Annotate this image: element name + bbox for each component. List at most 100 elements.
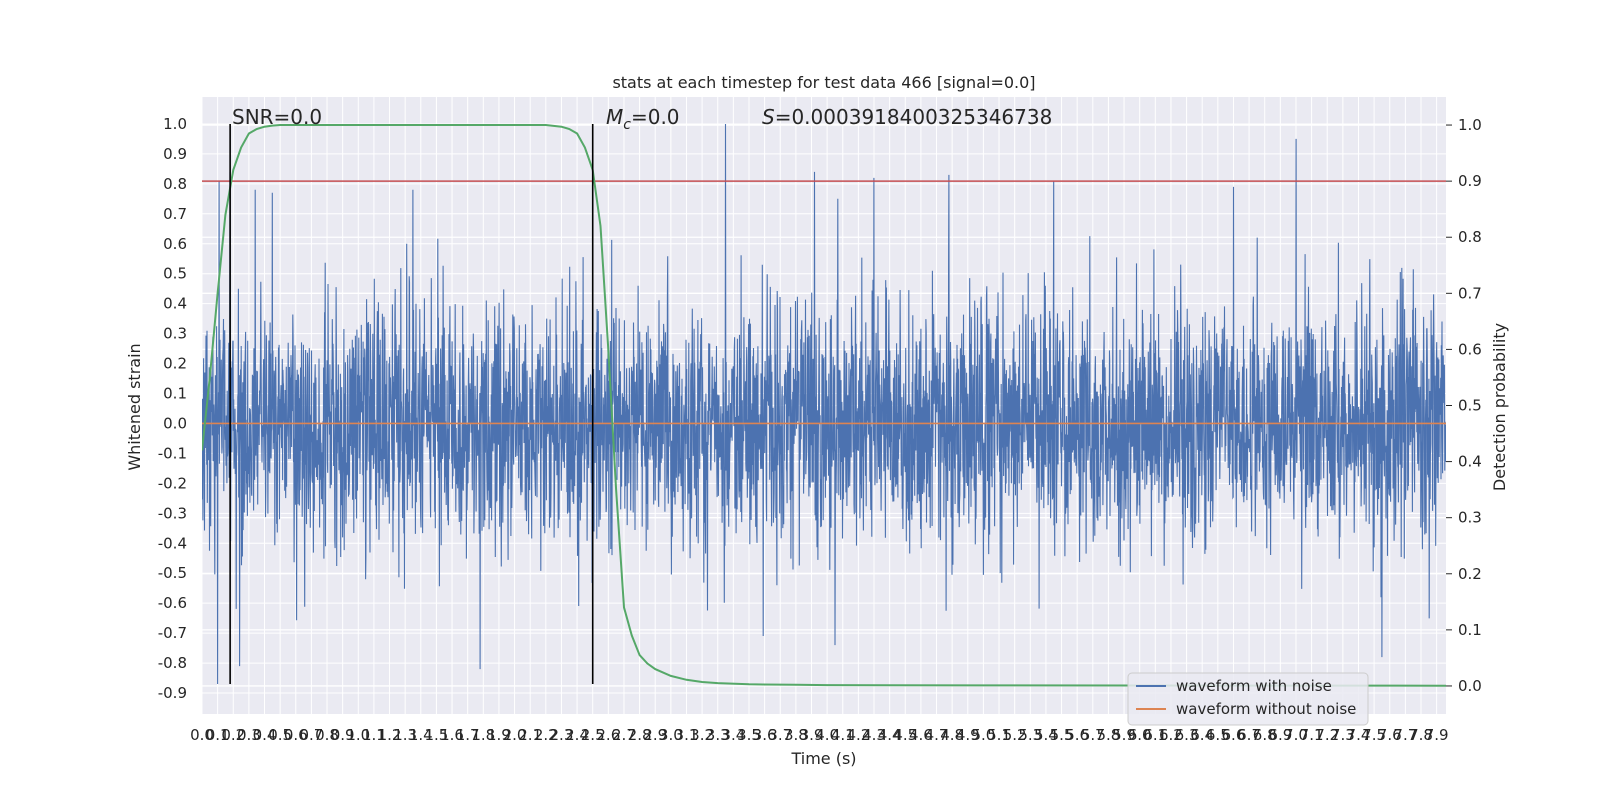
series-detection-probability xyxy=(202,124,1446,687)
series-layer xyxy=(202,123,1446,687)
x-tick-label: 1.7 xyxy=(456,726,480,744)
x-tick-label: 3.3 xyxy=(706,726,730,744)
y2-tick-label: 0.5 xyxy=(1458,397,1482,415)
x-tick-label: 3.6 xyxy=(753,726,777,744)
x-tick-label: 7.0 xyxy=(1284,726,1308,744)
x-tick-label: 3.1 xyxy=(675,726,699,744)
y-tick-label: 0.3 xyxy=(163,325,187,343)
snr-annotation: SNR=0.0 xyxy=(232,105,322,129)
x-tick-label: 4.8 xyxy=(940,726,964,744)
x-tick-label: 5.4 xyxy=(1034,726,1058,744)
x-tick-label: 0.3 xyxy=(237,726,261,744)
x-tick-label: 1.1 xyxy=(362,726,386,744)
x-tick-label: 1.5 xyxy=(424,726,448,744)
s-annotation: S=0.0003918400325346738 xyxy=(762,105,1052,129)
x-tick-label: 5.9 xyxy=(1112,726,1136,744)
legend: waveform with noise waveform without noi… xyxy=(1127,672,1369,726)
legend-box xyxy=(1127,672,1369,726)
y2-tick-label: 0.9 xyxy=(1458,172,1482,190)
legend-label-noise: waveform with noise xyxy=(1176,677,1332,695)
y-axis-label: Whitened strain xyxy=(125,343,144,470)
x-tick-label: 6.5 xyxy=(1206,726,1230,744)
x-tick-label: 3.2 xyxy=(690,726,714,744)
x-tick-label: 5.8 xyxy=(1097,726,1121,744)
x-tick-label: 4.2 xyxy=(846,726,870,744)
x-tick-label: 5.7 xyxy=(1081,726,1105,744)
x-tick-label: 2.4 xyxy=(565,726,589,744)
y-tick-label: 0.2 xyxy=(163,355,187,373)
x-tick-label: 6.0 xyxy=(1128,726,1152,744)
y-tick-label: -0.8 xyxy=(158,654,187,672)
y-tick-label: -0.3 xyxy=(158,504,187,522)
y2-tick-label: 0.3 xyxy=(1458,509,1482,527)
x-tick-label: 3.0 xyxy=(659,726,683,744)
x-tick-label: 3.5 xyxy=(737,726,761,744)
s-symbol: S xyxy=(762,105,775,129)
x-tick-label: 6.9 xyxy=(1268,726,1292,744)
x-tick-label: 5.2 xyxy=(1003,726,1027,744)
y-tick-label: -0.5 xyxy=(158,564,187,582)
chirp-mass-annotation: Mc=0.0 xyxy=(606,105,680,133)
x-tick-label: 0.4 xyxy=(253,726,277,744)
x-tick-label: 7.4 xyxy=(1347,726,1371,744)
x-tick-label: 6.4 xyxy=(1190,726,1214,744)
x-tick-label: 4.7 xyxy=(925,726,949,744)
x-axis-label: Time (s) xyxy=(790,749,856,768)
y2-tick-label: 0.0 xyxy=(1458,677,1482,695)
axis-layer: 0.00.10.20.30.40.50.60.70.80.91.01.11.21… xyxy=(158,115,1482,744)
y2-tick-label: 0.8 xyxy=(1458,228,1482,246)
y2-tick-label: 0.1 xyxy=(1458,621,1482,639)
x-tick-label: 2.2 xyxy=(534,726,558,744)
y-tick-label: -0.9 xyxy=(158,684,187,702)
x-tick-label: 2.1 xyxy=(518,726,542,744)
x-tick-label: 2.3 xyxy=(550,726,574,744)
x-tick-label: 2.9 xyxy=(643,726,667,744)
x-tick-label: 0.0 xyxy=(190,726,214,744)
x-tick-label: 1.2 xyxy=(378,726,402,744)
x-tick-label: 7.8 xyxy=(1409,726,1433,744)
y-tick-label: -0.6 xyxy=(158,594,187,612)
y-tick-label: 0.4 xyxy=(163,295,187,313)
x-tick-label: 4.0 xyxy=(815,726,839,744)
x-tick-label: 0.7 xyxy=(299,726,323,744)
x-tick-label: 2.7 xyxy=(612,726,636,744)
x-tick-label: 3.4 xyxy=(721,726,745,744)
y-tick-label: -0.7 xyxy=(158,624,187,642)
x-tick-label: 5.5 xyxy=(1050,726,1074,744)
y-tick-label: 0.5 xyxy=(163,265,187,283)
x-tick-label: 0.6 xyxy=(284,726,308,744)
x-tick-label: 6.6 xyxy=(1222,726,1246,744)
x-tick-label: 1.8 xyxy=(471,726,495,744)
x-tick-label: 1.0 xyxy=(346,726,370,744)
x-tick-label: 5.6 xyxy=(1065,726,1089,744)
x-tick-label: 7.1 xyxy=(1300,726,1324,744)
x-tick-label: 0.9 xyxy=(331,726,355,744)
x-tick-label: 2.6 xyxy=(596,726,620,744)
x-tick-label: 4.9 xyxy=(956,726,980,744)
y-tick-label: -0.2 xyxy=(158,474,187,492)
y-tick-label: -0.1 xyxy=(158,444,187,462)
legend-label-clean: waveform without noise xyxy=(1176,700,1356,718)
series-waveform-with-noise xyxy=(202,123,1446,685)
y2-tick-label: 0.4 xyxy=(1458,453,1482,471)
y2-tick-label: 1.0 xyxy=(1458,116,1482,134)
x-tick-label: 2.5 xyxy=(581,726,605,744)
chirp-mass-value: =0.0 xyxy=(631,105,680,129)
x-tick-label: 5.1 xyxy=(987,726,1011,744)
x-tick-label: 7.2 xyxy=(1315,726,1339,744)
y-tick-label: 1.0 xyxy=(163,115,187,133)
y-tick-label: -0.4 xyxy=(158,534,187,552)
y-tick-label: 0.7 xyxy=(163,205,187,223)
x-tick-label: 7.7 xyxy=(1393,726,1417,744)
x-tick-label: 0.2 xyxy=(221,726,245,744)
x-tick-label: 1.4 xyxy=(409,726,433,744)
x-tick-label: 4.1 xyxy=(831,726,855,744)
y-tick-label: 0.9 xyxy=(163,145,187,163)
x-tick-label: 6.8 xyxy=(1253,726,1277,744)
x-tick-label: 6.2 xyxy=(1159,726,1183,744)
y2-tick-label: 0.2 xyxy=(1458,565,1482,583)
x-tick-label: 0.5 xyxy=(268,726,292,744)
x-tick-label: 1.3 xyxy=(393,726,417,744)
